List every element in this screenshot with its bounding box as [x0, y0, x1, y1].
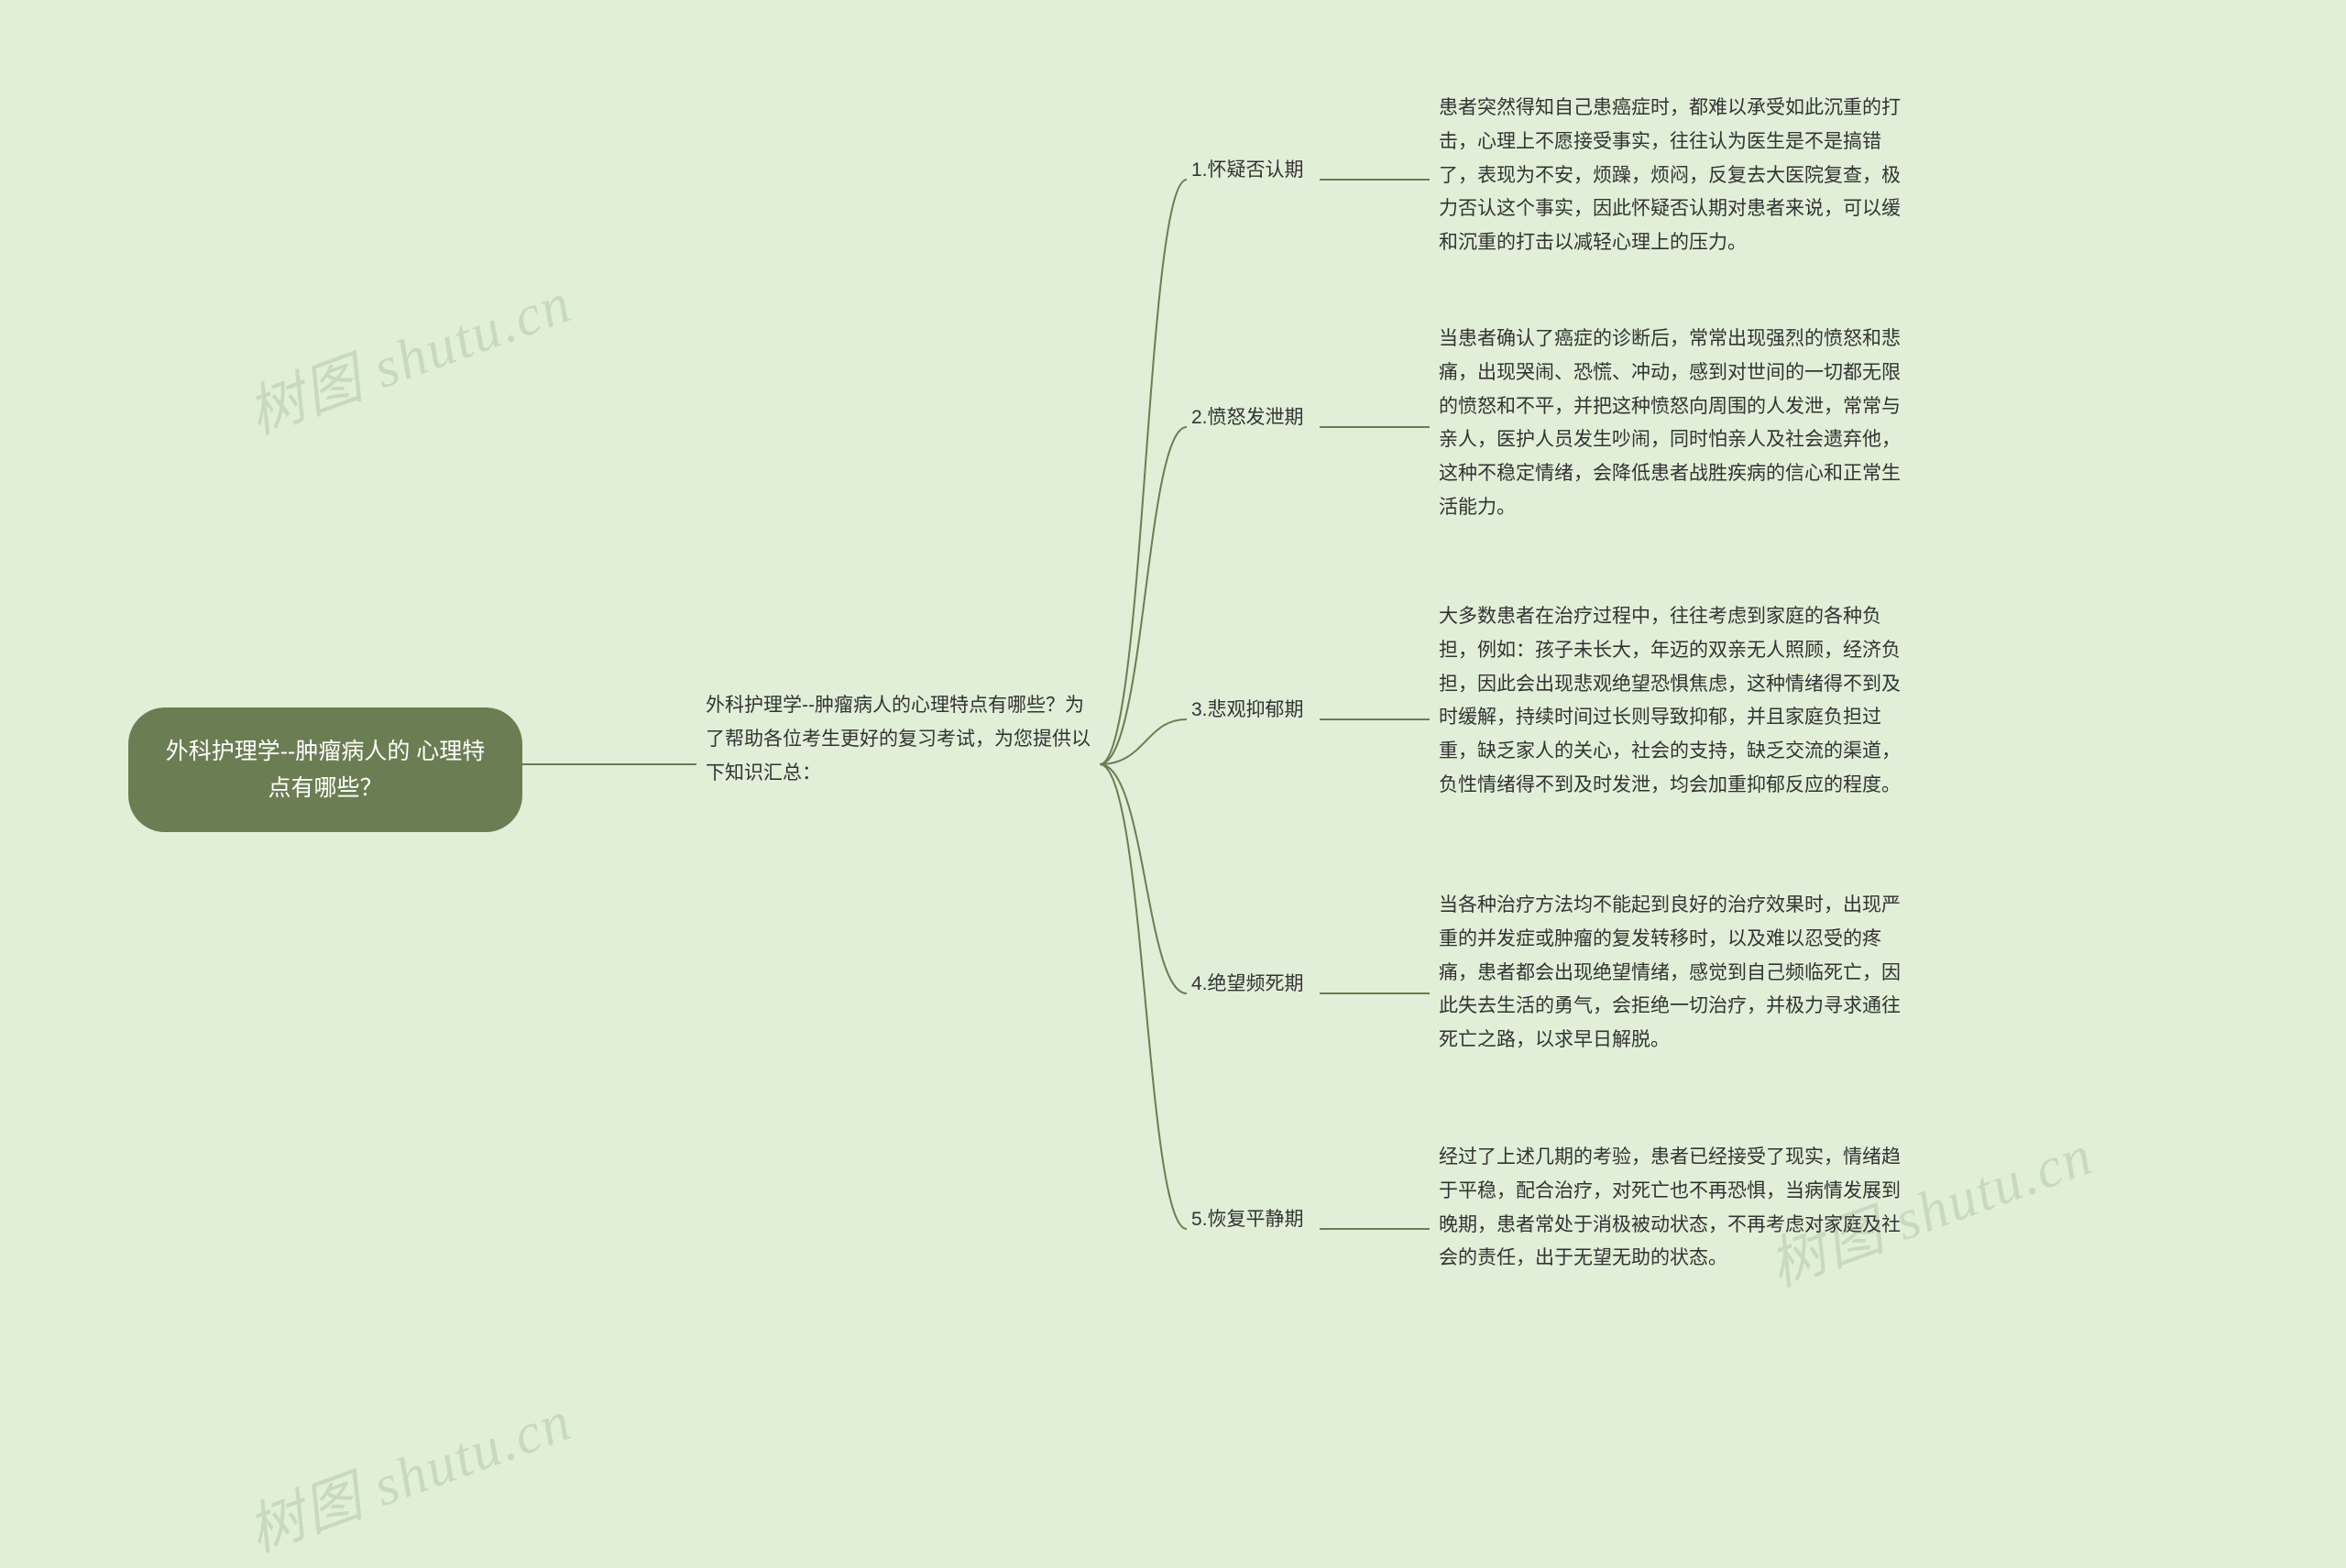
branch-desc-4: 当各种治疗方法均不能起到良好的治疗效果时，出现严重的并发症或肿瘤的复发转移时，以… — [1439, 889, 1915, 1058]
root-node: 外科护理学--肿瘤病人的 心理特点有哪些？ — [128, 707, 522, 832]
branch-label-2: 2.愤怒发泄期 — [1191, 401, 1304, 435]
branch-desc-3: 大多数患者在治疗过程中，往往考虑到家庭的各种负担，例如：孩子未长大，年迈的双亲无… — [1439, 600, 1915, 803]
branch-desc-1: 患者突然得知自己患癌症时，都难以承受如此沉重的打击，心理上不愿接受事实，往往认为… — [1439, 92, 1915, 260]
watermark: 树图 shutu.cn — [235, 1374, 581, 1567]
branch-label-4: 4.绝望频死期 — [1191, 968, 1304, 1002]
branch-label-3: 3.悲观抑郁期 — [1191, 694, 1304, 728]
branch-desc-2: 当患者确认了癌症的诊断后，常常出现强烈的愤怒和悲痛，出现哭闹、恐慌、冲动，感到对… — [1439, 323, 1915, 525]
branch-label-1: 1.怀疑否认期 — [1191, 154, 1304, 188]
branch-desc-5: 经过了上述几期的考验，患者已经接受了现实，情绪趋于平稳，配合治疗，对死亡也不再恐… — [1439, 1141, 1915, 1276]
intro-node: 外科护理学--肿瘤病人的心理特点有哪些？为了帮助各位考生更好的复习考试，为您提供… — [706, 689, 1100, 790]
branch-label-5: 5.恢复平静期 — [1191, 1203, 1304, 1237]
watermark: 树图 shutu.cn — [235, 256, 581, 449]
root-title: 外科护理学--肿瘤病人的 心理特点有哪些？ — [166, 739, 486, 801]
